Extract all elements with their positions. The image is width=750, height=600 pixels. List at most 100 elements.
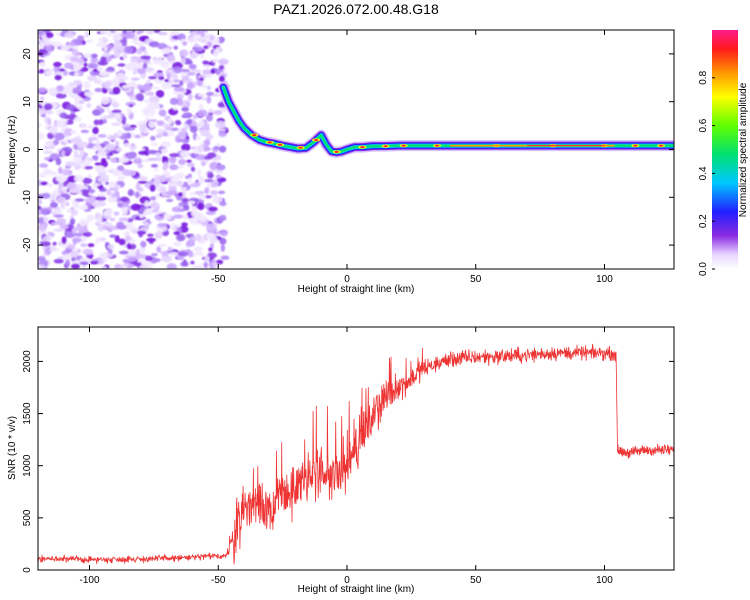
heatmap-cell — [197, 202, 205, 211]
heatmap-cell — [73, 80, 82, 86]
heatmap-cell — [81, 189, 89, 197]
heatmap-cell — [110, 158, 117, 164]
heatmap-cell — [81, 158, 92, 167]
heatmap-cell — [203, 45, 209, 50]
heatmap-cell — [187, 118, 192, 125]
heatmap-cell — [58, 182, 65, 189]
colorbar-tick-label: 0.6 — [698, 118, 709, 132]
heatmap-cell — [136, 259, 146, 263]
heatmap-cell — [172, 173, 183, 180]
heatmap-cell — [41, 192, 51, 199]
heatmap-cell — [147, 149, 157, 155]
heatmap-cell — [110, 122, 122, 126]
heatmap-cell — [208, 108, 213, 113]
heatmap-cell — [175, 119, 182, 125]
ridge-peak — [360, 146, 365, 149]
heatmap-cell — [96, 66, 104, 72]
heatmap-cell — [41, 30, 52, 33]
heatmap-cell — [90, 71, 100, 76]
ridge-peak — [401, 144, 406, 147]
heatmap-cell — [167, 190, 178, 196]
heatmap-cell — [79, 261, 89, 266]
heatmap-cell — [101, 181, 107, 186]
heatmap-cell — [186, 159, 192, 163]
snr-ytick-label: 1500 — [22, 402, 33, 425]
heatmap-cell — [103, 46, 108, 52]
heatmap-cell — [206, 114, 213, 122]
heatmap-cell — [204, 178, 214, 183]
heatmap-cell — [215, 174, 222, 179]
heatmap-cell — [82, 248, 94, 256]
heatmap-cell — [80, 129, 89, 134]
heatmap-cell — [113, 211, 120, 216]
heatmap-cell — [99, 188, 107, 192]
heatmap-cell — [105, 79, 112, 88]
heatmap-cell — [127, 151, 137, 160]
heatmap-cell — [53, 65, 61, 72]
heatmap-cell — [130, 56, 140, 60]
heatmap-cell — [135, 191, 140, 199]
heatmap-cell — [95, 200, 106, 207]
heatmap-cell — [188, 63, 197, 70]
heatmap-cell — [98, 237, 107, 242]
heatmap-cell — [74, 232, 84, 236]
heatmap-cell — [142, 260, 153, 267]
heatmap-cell — [163, 214, 172, 220]
heatmap-cell — [144, 221, 150, 227]
heatmap-cell — [52, 189, 60, 198]
heatmap-cell — [181, 214, 189, 220]
heatmap-cell — [207, 152, 217, 159]
heatmap-cell — [107, 248, 113, 254]
heatmap-cell — [174, 135, 181, 143]
heatmap-cell — [69, 56, 79, 63]
heatmap-cell — [111, 109, 122, 114]
heatmap-cell — [71, 263, 81, 269]
heatmap-cell — [145, 266, 155, 269]
heatmap-cell — [179, 80, 184, 87]
heatmap-cell — [180, 69, 191, 73]
heatmap-cell — [122, 115, 127, 123]
heatmap-cell — [97, 192, 107, 197]
heatmap-cell — [190, 166, 196, 172]
heatmap-cell — [116, 165, 125, 172]
heatmap-cell — [163, 82, 169, 87]
heatmap-cell — [203, 30, 208, 33]
heatmap-cell — [106, 66, 115, 71]
heatmap-cell — [67, 244, 76, 250]
heatmap-cell — [113, 76, 120, 84]
heatmap-cell — [86, 124, 95, 129]
heatmap-cell — [160, 140, 171, 148]
heatmap-cell — [198, 119, 205, 128]
heatmap-cell — [177, 33, 186, 41]
heatmap-cell — [209, 242, 214, 250]
heatmap-cell — [89, 188, 96, 194]
heatmap-cell — [172, 91, 183, 95]
heatmap-cell — [53, 61, 62, 68]
heatmap-cell — [38, 264, 46, 269]
heatmap-cell — [73, 150, 79, 156]
heatmap-cell — [200, 84, 208, 89]
heatmap-cell — [100, 96, 110, 105]
heatmap-cell — [178, 201, 188, 208]
heatmap-cell — [146, 237, 157, 242]
heatmap-cell — [183, 181, 189, 187]
heatmap-cell — [161, 255, 172, 263]
heatmap-cell — [199, 129, 211, 137]
heatmap-cell — [154, 232, 163, 239]
heatmap-cell — [107, 195, 118, 203]
heatmap-cell — [92, 182, 98, 189]
heatmap-cell — [173, 214, 183, 219]
heatmap-cell — [185, 100, 190, 108]
heatmap-cell — [210, 190, 218, 196]
heatmap-cell — [109, 234, 117, 238]
heatmap-cell — [60, 44, 71, 52]
snr-xtick-label: 100 — [596, 575, 613, 586]
heatmap-cell — [132, 38, 139, 44]
ridge-peak — [383, 145, 388, 148]
heatmap-cell — [121, 39, 128, 47]
heatmap-cell — [160, 148, 169, 155]
spectrogram-xtick-label: 100 — [596, 274, 613, 285]
heatmap-cell — [167, 182, 179, 187]
heatmap-cell — [200, 53, 205, 59]
